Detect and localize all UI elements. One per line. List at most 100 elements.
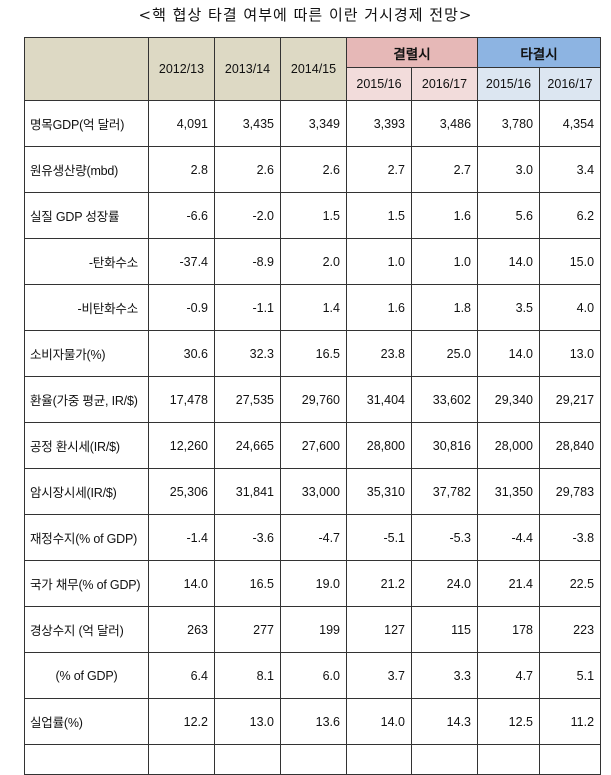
table-cell: 21.4 <box>477 560 541 607</box>
table-cell: 13.0 <box>214 698 281 745</box>
table-cell: 15.0 <box>539 238 602 285</box>
table-cell: 3.7 <box>346 652 412 699</box>
table-cell: -1.1 <box>214 284 281 331</box>
row-label: 소비자물가(%) <box>24 330 149 377</box>
table-cell-empty <box>477 744 541 775</box>
table-cell: 127 <box>346 606 412 653</box>
table-cell: 3,486 <box>410 100 479 147</box>
table-cell: 1.5 <box>346 192 412 239</box>
table-cell: 1.4 <box>280 284 347 331</box>
row-label: 암시장시세(IR/$) <box>24 468 149 515</box>
table-cell: 3,435 <box>214 100 281 147</box>
header-group-success: 타결시 <box>477 37 602 68</box>
table-row: (% of GDP) 6.4 8.1 6.0 3.7 3.3 4.7 5.1 <box>24 652 602 699</box>
table-cell: 1.6 <box>410 192 479 239</box>
table-cell: 30.6 <box>148 330 215 377</box>
page-title: <핵 협상 타결 여부에 따른 이란 거시경제 전망> <box>138 6 473 24</box>
table-cell: 29,217 <box>539 376 602 423</box>
table-cell: -2.0 <box>214 192 281 239</box>
table-cell: -1.4 <box>148 514 215 561</box>
table-row: 실업률(%) 12.2 13.0 13.6 14.0 14.3 12.5 11.2 <box>24 698 602 745</box>
table-cell: 31,350 <box>477 468 541 515</box>
table-cell: 23.8 <box>346 330 412 377</box>
table-cell: 3.5 <box>477 284 541 331</box>
table-cell: 12.2 <box>148 698 215 745</box>
table-cell: -6.6 <box>148 192 215 239</box>
table-cell: 199 <box>280 606 347 653</box>
table-cell: 29,783 <box>539 468 602 515</box>
row-label: 실업률(%) <box>24 698 149 745</box>
table-cell: 4.7 <box>477 652 541 699</box>
table-row: 국가 채무(% of GDP) 14.0 16.5 19.0 21.2 24.0 21.4 2… <box>24 560 602 607</box>
table-cell: 21.2 <box>346 560 412 607</box>
table-row: 공정 환시세(IR/$) 12,260 24,665 27,600 28,800 30,8… <box>24 422 602 469</box>
table-cell: 29,340 <box>477 376 541 423</box>
table-cell: 2.8 <box>148 146 215 193</box>
header-year-2014: 2014/15 <box>280 37 347 101</box>
table-cell: 3.4 <box>539 146 602 193</box>
table-row: 경상수지 (억 달러) 263 277 199 127 115 178 223 <box>24 606 602 653</box>
table-cell: 31,841 <box>214 468 281 515</box>
header-fail-year-2015: 2015/16 <box>346 67 412 101</box>
table-cell: -3.8 <box>539 514 602 561</box>
row-label: (% of GDP) <box>24 652 149 699</box>
table-cell: 12,260 <box>148 422 215 469</box>
table-cell: 2.7 <box>346 146 412 193</box>
table-cell: 24,665 <box>214 422 281 469</box>
table-cell: 6.2 <box>539 192 602 239</box>
table-cell: 27,535 <box>214 376 281 423</box>
table-row: 재정수지(% of GDP) -1.4 -3.6 -4.7 -5.1 -5.3 -4.4 -3… <box>24 514 602 561</box>
row-label: 재정수지(% of GDP) <box>24 514 149 561</box>
table-cell: 17,478 <box>148 376 215 423</box>
table-cell: 1.6 <box>346 284 412 331</box>
table-row: -탄화수소 -37.4 -8.9 2.0 1.0 1.0 14.0 15.0 <box>24 238 602 285</box>
table-cell: 29,760 <box>280 376 347 423</box>
table-cell-empty <box>148 744 215 775</box>
table-cell: 24.0 <box>410 560 479 607</box>
table-cell: -5.1 <box>346 514 412 561</box>
table-cell: 13.0 <box>539 330 602 377</box>
row-label: 실질 GDP 성장률 <box>24 192 149 239</box>
table-cell: -3.6 <box>214 514 281 561</box>
header-row-groups: 2012/13 2013/14 2014/15 결렬시 타결시 <box>24 37 602 101</box>
table-cell: 14.0 <box>477 330 541 377</box>
table-cell: 4.0 <box>539 284 602 331</box>
table-cell: -8.9 <box>214 238 281 285</box>
table-cell: 31,404 <box>346 376 412 423</box>
table-row-partial <box>24 744 602 775</box>
table-cell: 28,800 <box>346 422 412 469</box>
table-cell: 8.1 <box>214 652 281 699</box>
table-cell: 14.0 <box>148 560 215 607</box>
table-cell: 2.0 <box>280 238 347 285</box>
table-cell: -5.3 <box>410 514 479 561</box>
table-cell-empty <box>410 744 479 775</box>
table-cell: 2.6 <box>280 146 347 193</box>
row-label: 명목GDP(억 달러) <box>24 100 149 147</box>
row-label: 경상수지 (억 달러) <box>24 606 149 653</box>
table-cell: 35,310 <box>346 468 412 515</box>
table-cell-empty <box>346 744 412 775</box>
table-cell: 14.0 <box>477 238 541 285</box>
header-year-2012: 2012/13 <box>148 37 215 101</box>
table-row: 원유생산량(mbd) 2.8 2.6 2.6 2.7 2.7 3.0 3.4 <box>24 146 602 193</box>
table-cell: 33,000 <box>280 468 347 515</box>
table-cell: 4,354 <box>539 100 602 147</box>
table-cell: 28,000 <box>477 422 541 469</box>
table-cell: 1.5 <box>280 192 347 239</box>
table-cell: 13.6 <box>280 698 347 745</box>
table-row: -비탄화수소 -0.9 -1.1 1.4 1.6 1.8 3.5 4.0 <box>24 284 602 331</box>
table-cell: 4,091 <box>148 100 215 147</box>
table-cell: 25.0 <box>410 330 479 377</box>
table-row: 암시장시세(IR/$) 25,306 31,841 33,000 35,310 37,78… <box>24 468 602 515</box>
table-cell: 32.3 <box>214 330 281 377</box>
table-cell: 6.4 <box>148 652 215 699</box>
table-cell: 16.5 <box>214 560 281 607</box>
table-cell: 12.5 <box>477 698 541 745</box>
table-cell: 3,780 <box>477 100 541 147</box>
table-cell: 178 <box>477 606 541 653</box>
table-cell: 115 <box>410 606 479 653</box>
table-cell: 223 <box>539 606 602 653</box>
table-cell: 1.0 <box>410 238 479 285</box>
table-cell: 22.5 <box>539 560 602 607</box>
table-cell-empty <box>24 744 149 775</box>
